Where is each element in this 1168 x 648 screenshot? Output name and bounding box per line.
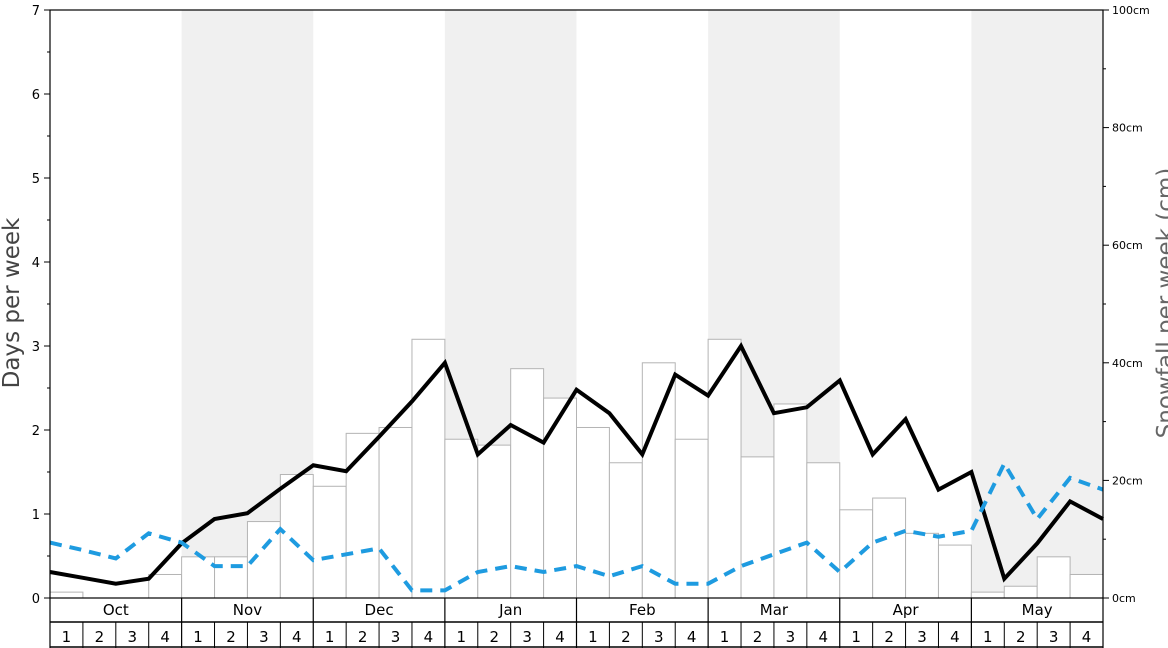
week-label: 1: [720, 628, 730, 646]
left-tick-label: 6: [32, 88, 40, 103]
week-label: 4: [160, 628, 170, 646]
month-label-mar: Mar: [760, 601, 789, 619]
left-tick-label: 7: [32, 4, 40, 19]
week-label: 2: [226, 628, 236, 646]
right-tick-label: 80cm: [1112, 122, 1143, 135]
snowfall-bar: [970, 591, 1005, 599]
snowfall-bar: [839, 509, 874, 599]
day-lines: [49, 341, 1104, 593]
month-label-apr: Apr: [893, 601, 920, 619]
y-axis-left-label: Days per week: [0, 217, 25, 389]
snowfall-bar: [773, 403, 808, 599]
week-label: 3: [786, 628, 796, 646]
left-tick-label: 1: [32, 508, 40, 523]
week-label: 3: [391, 628, 401, 646]
left-tick-label: 0: [32, 592, 40, 607]
snowfall-bar: [411, 338, 446, 599]
right-tick-label: 60cm: [1112, 239, 1143, 252]
dashed-blue-series-line: [49, 459, 1104, 593]
week-label: 2: [884, 628, 894, 646]
snowfall-bar: [49, 591, 84, 599]
month-shading: [181, 10, 1103, 598]
week-label: 1: [983, 628, 993, 646]
left-tick-label: 3: [32, 340, 40, 355]
week-label: 2: [489, 628, 499, 646]
snowfall-bar: [510, 368, 545, 599]
week-label: 1: [193, 628, 203, 646]
left-tick-label: 2: [32, 424, 40, 439]
week-label: 2: [621, 628, 631, 646]
week-label: 3: [654, 628, 664, 646]
axis-ticks: 0 1 2 3 4 5 6 7 0cm 20cm 40cm 60cm 80cm 100cm: [32, 4, 1150, 607]
right-tick-label: 20cm: [1112, 474, 1143, 487]
month-label-may: May: [1022, 601, 1053, 619]
week-label: 4: [292, 628, 302, 646]
week-label: 2: [358, 628, 368, 646]
week-label: 1: [62, 628, 72, 646]
week-label: 1: [588, 628, 598, 646]
week-label: 2: [95, 628, 105, 646]
week-label: 3: [522, 628, 532, 646]
week-label: 4: [819, 628, 829, 646]
snowfall-bar: [181, 556, 216, 599]
week-label: 4: [950, 628, 960, 646]
left-tick-label: 5: [32, 172, 40, 187]
snowfall-bar: [937, 544, 972, 599]
snowfall-bar: [740, 456, 775, 599]
week-label: 2: [753, 628, 763, 646]
week-label: 3: [917, 628, 927, 646]
snowfall-bar: [608, 462, 643, 599]
left-tick-label: 4: [32, 256, 40, 271]
x-axis-table: Oct Nov Dec Jan Feb Mar Apr May 1 2 3 4 1 2 3 4 1 2 3 4 1 2 3 4…: [49, 598, 1104, 648]
snowfall-bar: [1003, 585, 1038, 599]
week-label: 3: [259, 628, 269, 646]
snowfall-bar: [214, 556, 248, 599]
month-label-feb: Feb: [629, 601, 656, 619]
snowfall-bar: [707, 338, 742, 599]
month-label-jan: Jan: [498, 601, 522, 619]
snowfall-bar: [905, 532, 939, 599]
week-label: 1: [851, 628, 861, 646]
week-label: 1: [457, 628, 467, 646]
month-band-may: [971, 10, 1103, 598]
week-label: 1: [325, 628, 335, 646]
snowfall-bar: [641, 362, 676, 599]
snowfall-bar: [806, 462, 841, 599]
right-tick-label: 40cm: [1112, 357, 1143, 370]
snowfall-bar: [872, 497, 907, 599]
solid-black-series-line: [49, 341, 1104, 586]
month-label-dec: Dec: [365, 601, 394, 619]
y-axis-right-label: Snowfall per week (cm): [1153, 167, 1168, 439]
right-tick-label: 0cm: [1112, 592, 1136, 605]
week-label: 4: [424, 628, 434, 646]
week-label: 4: [555, 628, 565, 646]
snowfall-bar: [279, 474, 314, 599]
week-label: 4: [1082, 628, 1092, 646]
snowfall-bar: [345, 432, 380, 599]
week-label: 3: [1049, 628, 1059, 646]
week-label: 3: [127, 628, 137, 646]
month-label-nov: Nov: [233, 601, 262, 619]
snowfall-bar: [477, 444, 512, 599]
week-label: 4: [687, 628, 697, 646]
snowfall-bar: [674, 438, 709, 599]
week-label: 2: [1016, 628, 1026, 646]
snowfall-bar: [444, 438, 479, 599]
snowfall-bar: [148, 573, 183, 599]
month-label-oct: Oct: [103, 601, 129, 619]
right-tick-label: 100cm: [1112, 4, 1150, 17]
snowfall-bar: [1069, 573, 1104, 599]
snowfall-bar: [312, 485, 347, 599]
snowfall-bar: [1036, 556, 1071, 599]
